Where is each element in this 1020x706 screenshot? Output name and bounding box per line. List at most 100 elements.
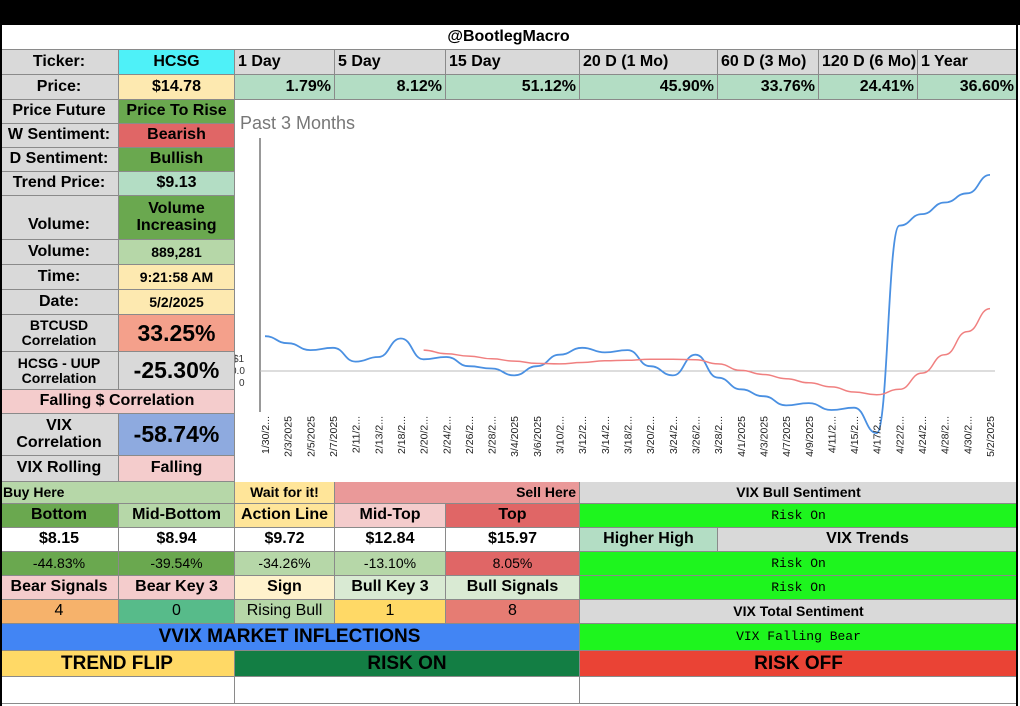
zone-header-action-line: Action Line <box>235 504 335 528</box>
price-chart: Past 3 Months $1 0.0 0 1/30/2... 2/3/2025… <box>231 100 1017 482</box>
x-tick-label: 3/10/2... <box>555 416 567 454</box>
volume-label: Volume: <box>0 240 119 265</box>
volume-value: 889,281 <box>119 240 235 265</box>
falling-dollar-correlation: Falling $ Correlation <box>0 390 235 414</box>
x-tick-label: 5/2/2025 <box>985 416 997 457</box>
zone-pct-bottom: -44.83% <box>0 552 119 576</box>
higher-high-label: Higher High <box>580 528 718 552</box>
x-tick-label: 1/30/2... <box>260 416 272 454</box>
period-label-15d: 15 Day <box>446 50 580 75</box>
vix-trend-value-2: Risk On <box>580 576 1018 600</box>
x-tick-label: 3/4/2025 <box>509 416 521 457</box>
top-black-bar <box>0 0 1020 25</box>
wait-label: Wait for it! <box>235 482 335 504</box>
x-tick-label: 3/6/2025 <box>532 416 544 457</box>
volume-trend-value: Volume Increasing <box>119 196 235 240</box>
zone-price-top: $15.97 <box>446 528 580 552</box>
zone-header-mid-bottom: Mid-Bottom <box>119 504 235 528</box>
risk-off: RISK OFF <box>580 651 1018 677</box>
w-sentiment-label: W Sentiment: <box>0 124 119 148</box>
zone-header-mid-top: Mid-Top <box>335 504 446 528</box>
vix-corr-value: -58.74% <box>119 414 235 456</box>
date-label: Date: <box>0 290 119 315</box>
time-label: Time: <box>0 265 119 290</box>
x-tick-label: 2/11/2... <box>351 416 363 453</box>
x-tick-label: 4/17/2... <box>872 416 884 454</box>
vix-total-sentiment-label: VIX Total Sentiment <box>580 600 1018 624</box>
zone-pct-top: 8.05% <box>446 552 580 576</box>
empty-cell <box>235 677 580 704</box>
d-sentiment-label: D Sentiment: <box>0 148 119 172</box>
x-tick-label: 2/13/2... <box>373 416 385 454</box>
y-tick-label: 0.0 <box>235 366 245 377</box>
vix-rolling-value: Falling <box>119 456 235 482</box>
empty-cell <box>0 677 235 704</box>
x-tick-label: 2/3/2025 <box>283 416 295 457</box>
x-tick-label: 4/7/2025 <box>781 416 793 457</box>
vix-corr-label: VIX Correlation <box>0 414 119 456</box>
w-sentiment-value: Bearish <box>119 124 235 148</box>
zone-header-bottom: Bottom <box>0 504 119 528</box>
period-value-1y: 36.60% <box>918 75 1018 100</box>
price-label: Price: <box>0 75 119 100</box>
x-tick-label: 4/3/2025 <box>758 416 770 457</box>
uup-corr-label: HCSG - UUP Correlation <box>0 352 119 390</box>
btc-corr-label: BTCUSD Correlation <box>0 315 119 352</box>
x-tick-label: 2/26/2... <box>464 416 476 454</box>
x-tick-label: 2/7/2025 <box>328 416 340 457</box>
x-tick-label: 3/24/2... <box>668 416 680 454</box>
buy-here-label: Buy Here <box>0 482 235 504</box>
ticker-value: HCSG <box>119 50 235 75</box>
x-tick-label: 4/28/2... <box>940 416 952 454</box>
d-sentiment-value: Bullish <box>119 148 235 172</box>
vvix-market-inflections: VVIX MARKET INFLECTIONS <box>0 624 580 651</box>
price-future-label: Price Future <box>0 100 119 124</box>
zone-price-action-line: $9.72 <box>235 528 335 552</box>
vix-trend-value-1: Risk On <box>580 552 1018 576</box>
chart-title: Past 3 Months <box>240 113 355 133</box>
x-tick-label: 4/11/2... <box>826 416 838 453</box>
y-tick-label: $1 <box>235 354 245 365</box>
signal-header-bear-key-3: Bear Key 3 <box>119 576 235 600</box>
period-label-1y: 1 Year <box>918 50 1018 75</box>
period-value-120d: 24.41% <box>819 75 918 100</box>
zone-pct-mid-bottom: -39.54% <box>119 552 235 576</box>
x-tick-label: 2/20/2... <box>419 416 431 454</box>
period-label-1d: 1 Day <box>235 50 335 75</box>
signal-header-bear-signals: Bear Signals <box>0 576 119 600</box>
signal-value-bear-key-3: 0 <box>119 600 235 624</box>
zone-price-bottom: $8.15 <box>0 528 119 552</box>
x-tick-label: 3/12/2... <box>577 416 589 454</box>
trend-price-label: Trend Price: <box>0 172 119 196</box>
series-layer <box>264 174 991 435</box>
signal-value-bull-signals: 8 <box>446 600 580 624</box>
signal-value-bear-signals: 4 <box>0 600 119 624</box>
x-tick-label: 2/28/2... <box>487 416 499 454</box>
risk-on: RISK ON <box>235 651 580 677</box>
x-tick-label: 4/9/2025 <box>804 416 816 457</box>
signal-header-sign: Sign <box>235 576 335 600</box>
date-value: 5/2/2025 <box>119 290 235 315</box>
x-tick-label: 4/24/2... <box>917 416 929 454</box>
y-tick-label: 0 <box>239 378 245 389</box>
series-line-price <box>264 174 991 435</box>
period-value-60d: 33.76% <box>718 75 819 100</box>
series-line-trend <box>423 307 991 396</box>
zone-price-mid-top: $12.84 <box>335 528 446 552</box>
period-value-1d: 1.79% <box>235 75 335 100</box>
zone-price-mid-bottom: $8.94 <box>119 528 235 552</box>
x-tick-label: 4/30/2... <box>962 416 974 454</box>
vix-bull-sentiment-label: VIX Bull Sentiment <box>580 482 1018 504</box>
x-tick-label: 4/22/2... <box>894 416 906 454</box>
x-tick-label: 4/1/2025 <box>736 416 748 457</box>
empty-cell <box>580 677 1018 704</box>
signal-value-sign: Rising Bull <box>235 600 335 624</box>
zone-pct-action-line: -34.26% <box>235 552 335 576</box>
x-tick-label: 4/15/2... <box>849 416 861 454</box>
x-tick-label: 3/26/2... <box>690 416 702 454</box>
x-tick-label: 3/20/2... <box>645 416 657 454</box>
vix-bull-sentiment-value: Risk On <box>580 504 1018 528</box>
signal-header-bull-signals: Bull Signals <box>446 576 580 600</box>
price-chart-svg: Past 3 Months $1 0.0 0 1/30/2... 2/3/2025… <box>231 113 997 457</box>
signal-value-bull-key-3: 1 <box>335 600 446 624</box>
